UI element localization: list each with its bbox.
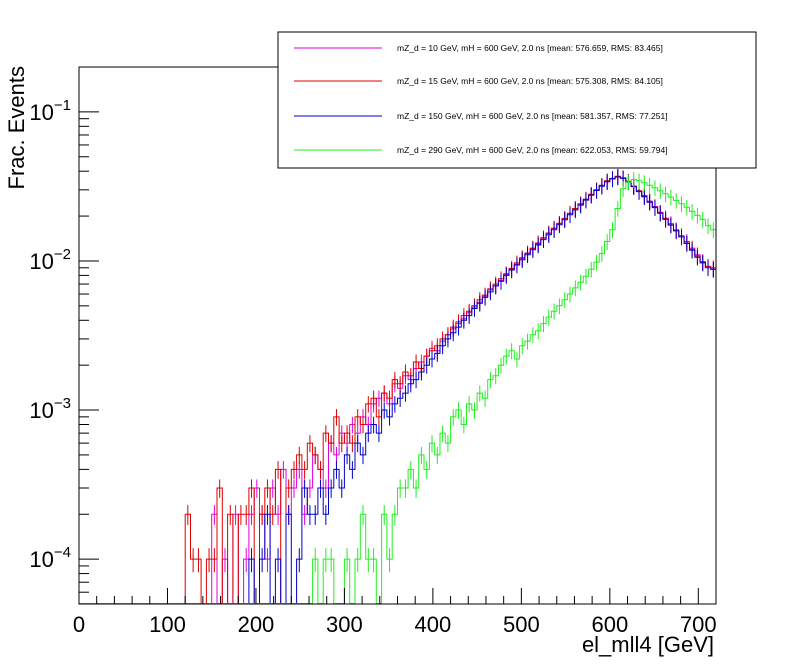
x-tick-label: 500: [503, 612, 540, 637]
legend: mZ_d = 10 GeV, mH = 600 GeV, 2.0 ns [mea…: [277, 31, 757, 169]
legend-items: mZ_d = 10 GeV, mH = 600 GeV, 2.0 ns [mea…: [294, 43, 668, 155]
x-tick-label: 400: [415, 612, 452, 637]
x-axis-title: el_mll4 [GeV]: [582, 632, 714, 657]
legend-box: [277, 31, 757, 169]
x-tick-label: 300: [326, 612, 363, 637]
x-tick-label: 600: [591, 612, 628, 637]
y-tick-label: 10−4: [29, 544, 71, 572]
legend-label: mZ_d = 10 GeV, mH = 600 GeV, 2.0 ns [mea…: [397, 43, 663, 53]
series-layer: [79, 168, 716, 604]
legend-label: mZ_d = 290 GeV, mH = 600 GeV, 2.0 ns [me…: [397, 145, 668, 155]
series-3: [79, 169, 716, 604]
x-tick-label: 100: [149, 612, 186, 637]
axis-layer: 0 100 200 300 400 500 600 700 10−4 10−3 10−2 10−1: [29, 97, 716, 637]
y-tick-label: 10−2: [29, 246, 71, 274]
y-tick-label: 10−3: [29, 395, 71, 423]
legend-label: mZ_d = 150 GeV, mH = 600 GeV, 2.0 ns [me…: [397, 111, 668, 121]
legend-label: mZ_d = 15 GeV, mH = 600 GeV, 2.0 ns [mea…: [397, 76, 663, 86]
x-tick-label: 200: [238, 612, 275, 637]
x-tick-label: 0: [73, 612, 85, 637]
x-tick-label: 700: [680, 612, 717, 637]
y-axis-title: Frac. Events: [4, 66, 29, 189]
y-tick-label: 10−1: [29, 97, 71, 125]
